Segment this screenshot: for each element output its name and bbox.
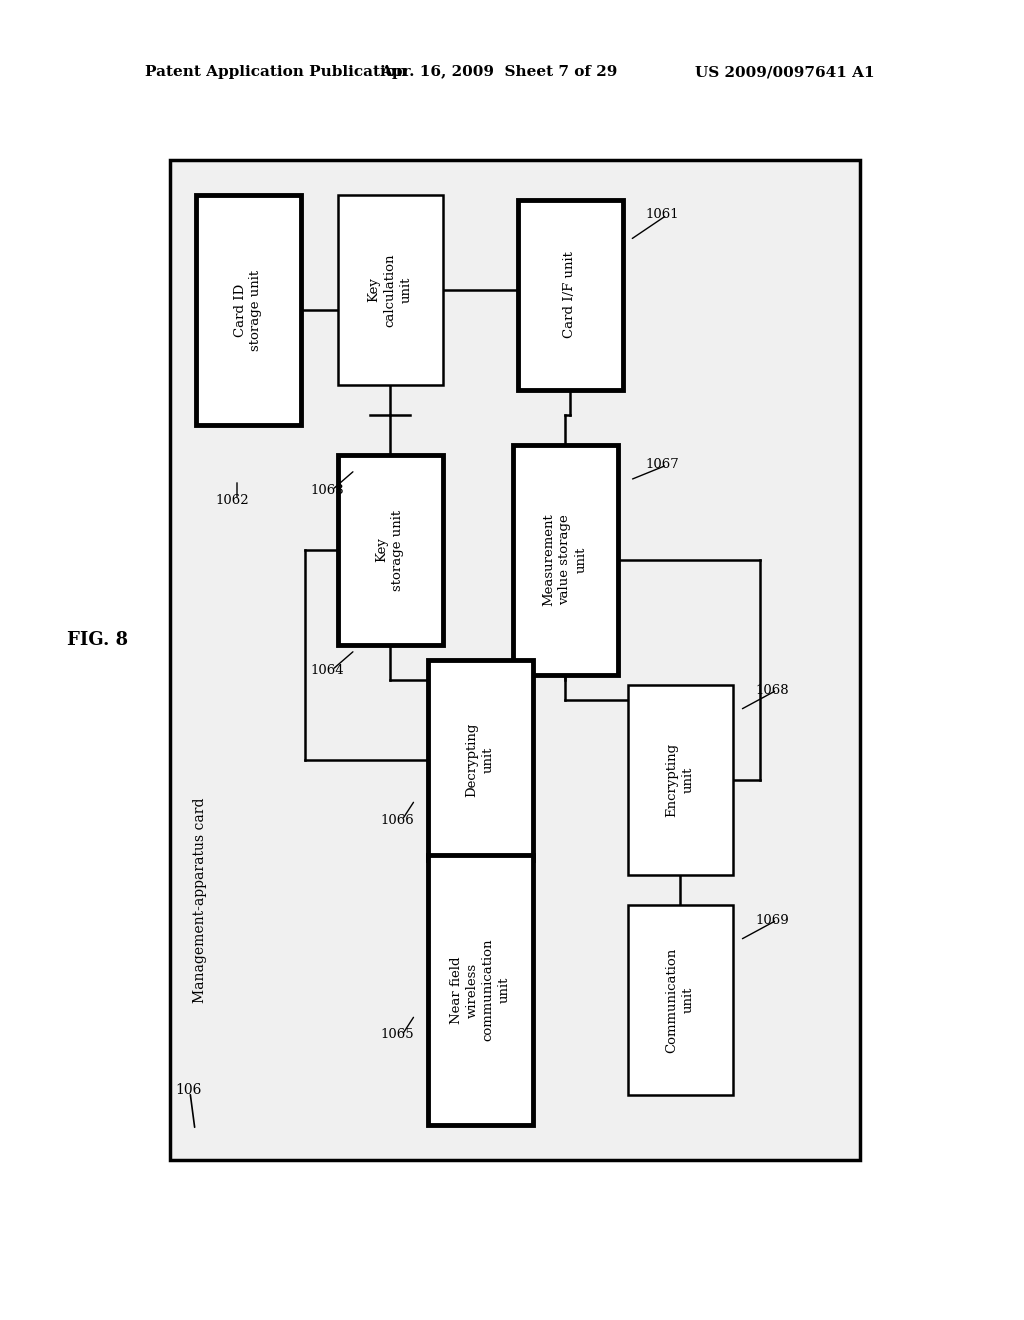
Text: Key
calculation
unit: Key calculation unit <box>368 253 413 327</box>
Bar <box>427 660 532 861</box>
Text: 1065: 1065 <box>380 1028 414 1041</box>
Text: Apr. 16, 2009  Sheet 7 of 29: Apr. 16, 2009 Sheet 7 of 29 <box>380 65 617 79</box>
Text: Card ID
storage unit: Card ID storage unit <box>233 269 262 351</box>
Text: Management-apparatus card: Management-apparatus card <box>193 797 207 1003</box>
Text: 1061: 1061 <box>645 209 679 222</box>
Text: 1063: 1063 <box>310 483 344 496</box>
Text: Measurement
value storage
unit: Measurement value storage unit <box>543 513 588 606</box>
Bar <box>338 195 442 385</box>
Text: Card I/F unit: Card I/F unit <box>563 252 577 338</box>
Text: Decrypting
unit: Decrypting unit <box>466 723 495 797</box>
Text: 1069: 1069 <box>755 913 788 927</box>
Text: Key
storage unit: Key storage unit <box>376 510 404 590</box>
Text: 1062: 1062 <box>215 494 249 507</box>
Text: 1068: 1068 <box>755 684 788 697</box>
Bar <box>628 906 732 1096</box>
Bar <box>196 195 300 425</box>
Text: 1064: 1064 <box>310 664 344 676</box>
Text: Encrypting
unit: Encrypting unit <box>666 743 694 817</box>
Text: FIG. 8: FIG. 8 <box>68 631 129 649</box>
Bar <box>427 855 532 1125</box>
Bar <box>628 685 732 875</box>
Bar <box>512 445 617 675</box>
Text: 1066: 1066 <box>380 813 414 826</box>
Text: US 2009/0097641 A1: US 2009/0097641 A1 <box>695 65 874 79</box>
Bar <box>338 455 442 645</box>
Text: Patent Application Publication: Patent Application Publication <box>145 65 407 79</box>
Bar <box>517 201 623 389</box>
Text: Communication
unit: Communication unit <box>666 948 694 1052</box>
Bar <box>170 160 860 1160</box>
Text: 106: 106 <box>175 1082 202 1097</box>
Text: 1067: 1067 <box>645 458 679 471</box>
Text: Near field
wireless
communication
unit: Near field wireless communication unit <box>450 939 511 1041</box>
